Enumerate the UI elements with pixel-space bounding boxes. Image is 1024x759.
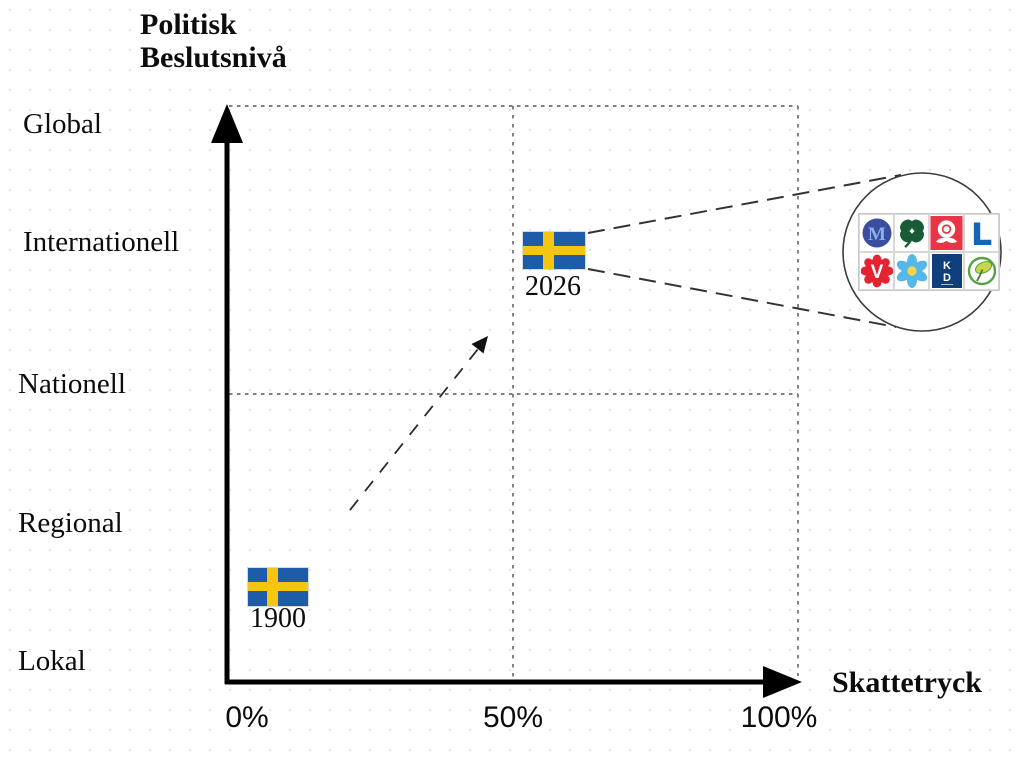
trend-arrowhead (471, 336, 488, 354)
sweden-flag-1900 (248, 568, 308, 606)
y-tick-lokal: Lokal (18, 645, 86, 677)
vansterpartiet-letter: V (870, 262, 883, 283)
magnifier-upper-dashed-line (587, 174, 902, 234)
moderaterna-letter: M (868, 224, 886, 245)
y-tick-internationell: Internationell (23, 226, 180, 258)
vansterpartiet-v-logo: V (859, 252, 894, 290)
magnifier-lower-dashed-line (587, 268, 897, 328)
y-tick-global: Global (23, 108, 102, 140)
y-axis-title-line1: Politisk (140, 8, 237, 41)
point-label-1900: 1900 (250, 603, 306, 634)
socialdemokraterna-rose-logo (929, 214, 964, 252)
centerpartiet-clover-logo (894, 214, 929, 252)
sverigedemokraterna-anemone-logo (894, 252, 929, 290)
y-axis-title: Politisk Beslutsnivå (140, 8, 287, 74)
y-axis-arrowhead (211, 104, 243, 143)
y-axis-title-line2: Beslutsnivå (140, 41, 287, 74)
sweden-flag-2026 (523, 232, 585, 269)
trend-arrow-dashed-line (349, 348, 479, 511)
party-logo-grid: M (858, 213, 1000, 291)
kristdemokraterna-kd-logo: K D (929, 252, 964, 290)
miljopartiet-dandelion-logo (964, 252, 999, 290)
flag-cross-horizontal (248, 582, 308, 591)
flag-cross-horizontal (523, 246, 585, 255)
kd-letter-d: D (943, 272, 951, 284)
x-tick-100: 100% (740, 701, 818, 734)
liberalerna-letter: L (972, 218, 990, 250)
x-tick-50: 50% (482, 701, 544, 734)
liberalerna-l-logo: L (964, 214, 999, 252)
y-tick-regional: Regional (18, 507, 123, 539)
x-axis-title: Skattetryck (832, 666, 982, 699)
x-tick-0: 0% (225, 701, 269, 734)
y-tick-nationell: Nationell (18, 368, 126, 400)
x-axis-arrowhead (763, 666, 802, 698)
point-label-2026: 2026 (525, 271, 581, 302)
moderaterna-m-logo: M (859, 214, 894, 252)
kd-letter-k: K (943, 260, 951, 272)
